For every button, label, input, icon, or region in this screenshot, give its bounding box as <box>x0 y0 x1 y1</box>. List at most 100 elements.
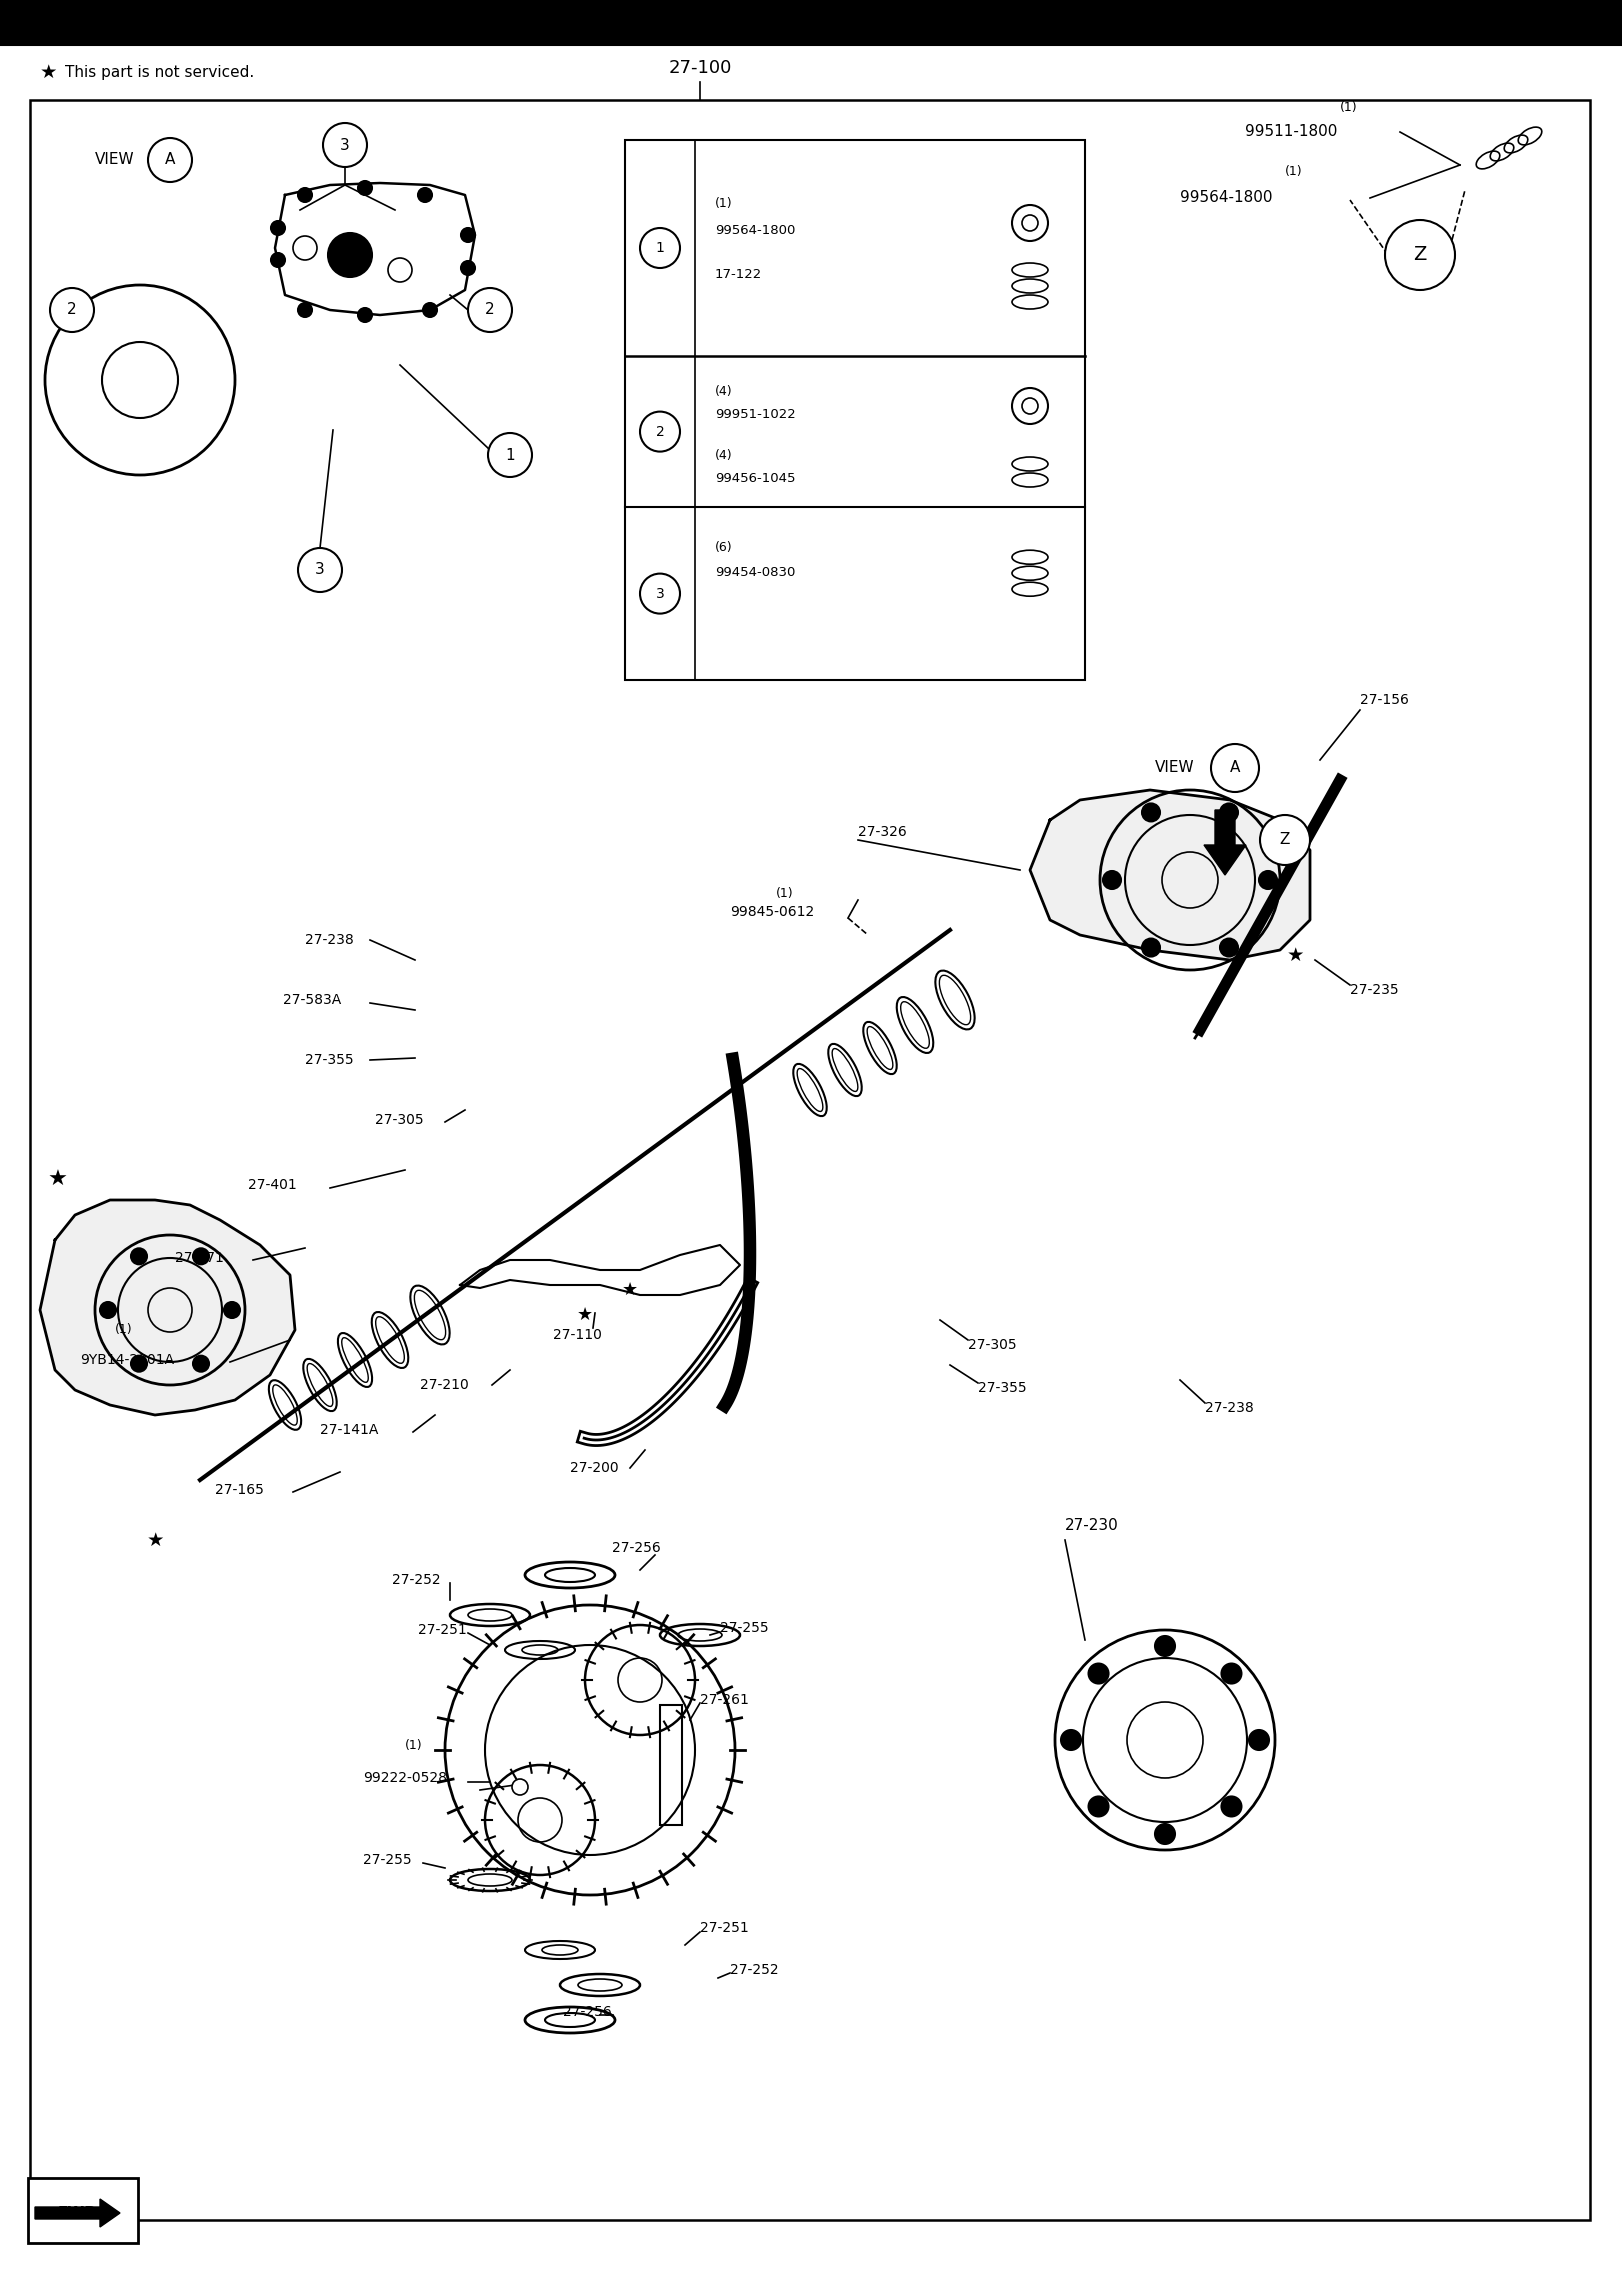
Text: 99951-1022: 99951-1022 <box>715 408 796 421</box>
Circle shape <box>1088 1663 1108 1683</box>
Text: 27-251: 27-251 <box>701 1920 749 1934</box>
Circle shape <box>131 1355 148 1371</box>
Text: 27-583A: 27-583A <box>282 993 341 1007</box>
Circle shape <box>298 549 342 592</box>
Text: 27-141A: 27-141A <box>320 1424 378 1437</box>
Circle shape <box>1155 1825 1174 1843</box>
Text: 2: 2 <box>655 424 665 440</box>
Circle shape <box>323 123 367 166</box>
Bar <box>28 2178 138 2244</box>
Text: (1): (1) <box>715 198 733 210</box>
Text: (4): (4) <box>715 385 733 396</box>
Text: 27-235: 27-235 <box>1350 984 1398 998</box>
Text: ★: ★ <box>41 62 57 82</box>
Text: 27-238: 27-238 <box>1205 1401 1254 1415</box>
Text: ★: ★ <box>1286 945 1304 964</box>
Circle shape <box>1221 1797 1241 1816</box>
Text: 1: 1 <box>504 446 514 462</box>
Text: 27-252: 27-252 <box>730 1964 779 1977</box>
Text: 1: 1 <box>655 241 665 255</box>
Bar <box>355 1494 1275 2064</box>
Text: 9YB14-2801A: 9YB14-2801A <box>79 1353 174 1367</box>
Circle shape <box>298 303 311 317</box>
Text: 27-165: 27-165 <box>216 1483 264 1497</box>
Text: (1): (1) <box>1340 103 1358 114</box>
Text: ★: ★ <box>49 1171 68 1189</box>
Circle shape <box>271 221 285 235</box>
Text: 27-355: 27-355 <box>978 1380 1027 1394</box>
Text: 27-171: 27-171 <box>175 1251 224 1264</box>
Circle shape <box>131 1248 148 1264</box>
Circle shape <box>193 1248 209 1264</box>
Text: 27-251: 27-251 <box>418 1622 467 1638</box>
Text: 27-305: 27-305 <box>375 1114 423 1128</box>
Text: (4): (4) <box>715 449 733 462</box>
Circle shape <box>1155 1636 1174 1656</box>
Circle shape <box>298 189 311 203</box>
Circle shape <box>1260 816 1311 866</box>
Text: ★: ★ <box>577 1305 594 1324</box>
Circle shape <box>148 139 191 182</box>
Text: 99845-0612: 99845-0612 <box>730 904 814 918</box>
Circle shape <box>45 285 235 476</box>
FancyArrow shape <box>36 2198 120 2228</box>
Circle shape <box>1220 939 1238 957</box>
Text: 27-326: 27-326 <box>858 825 907 838</box>
Circle shape <box>488 433 532 476</box>
Text: 27-210: 27-210 <box>420 1378 469 1392</box>
Text: (1): (1) <box>406 1738 423 1752</box>
Text: 27-305: 27-305 <box>968 1337 1017 1353</box>
Text: 99222-0528: 99222-0528 <box>363 1770 448 1786</box>
Circle shape <box>1220 804 1238 822</box>
Text: 27-100: 27-100 <box>668 59 732 77</box>
Text: A: A <box>1229 761 1241 775</box>
Text: 2: 2 <box>67 303 76 317</box>
Text: 27-256: 27-256 <box>563 2005 611 2018</box>
Circle shape <box>513 1779 529 1795</box>
Text: 3: 3 <box>315 563 324 579</box>
Bar <box>660 1704 681 1825</box>
Text: 27-156: 27-156 <box>1359 693 1410 706</box>
Circle shape <box>423 303 436 317</box>
Text: (6): (6) <box>715 540 733 554</box>
Text: (1): (1) <box>1285 166 1302 178</box>
FancyArrow shape <box>1204 811 1246 875</box>
Circle shape <box>1142 939 1160 957</box>
Circle shape <box>358 180 371 196</box>
Polygon shape <box>1030 790 1311 959</box>
Text: 27-401: 27-401 <box>248 1178 297 1191</box>
Text: 99511-1800: 99511-1800 <box>1246 125 1338 139</box>
Text: FWD: FWD <box>58 2205 97 2221</box>
Text: A: A <box>165 153 175 169</box>
Circle shape <box>1103 870 1121 888</box>
Text: 27-110: 27-110 <box>553 1328 602 1342</box>
Text: (1): (1) <box>775 886 793 900</box>
Circle shape <box>1249 1729 1268 1750</box>
Text: 99454-0830: 99454-0830 <box>715 565 795 579</box>
Circle shape <box>328 232 371 278</box>
Text: 27-256: 27-256 <box>611 1540 660 1556</box>
Text: 27-261: 27-261 <box>701 1693 749 1706</box>
Circle shape <box>271 253 285 267</box>
Text: VIEW: VIEW <box>96 153 135 169</box>
Bar <box>0 0 1622 46</box>
Circle shape <box>193 1355 209 1371</box>
Text: 27-355: 27-355 <box>305 1052 354 1066</box>
FancyBboxPatch shape <box>45 114 910 686</box>
Text: VIEW: VIEW <box>1155 761 1195 775</box>
Text: 99456-1045: 99456-1045 <box>715 472 795 485</box>
Text: 99564-1800: 99564-1800 <box>715 223 795 237</box>
Text: 2: 2 <box>485 303 495 317</box>
Text: This part is not serviced.: This part is not serviced. <box>65 64 255 80</box>
Text: 3: 3 <box>341 137 350 153</box>
Circle shape <box>1142 804 1160 822</box>
Circle shape <box>1212 745 1259 793</box>
Polygon shape <box>41 1201 295 1415</box>
Circle shape <box>469 287 513 333</box>
Circle shape <box>461 228 475 241</box>
Text: 99564-1800: 99564-1800 <box>1179 191 1273 205</box>
Text: 27-238: 27-238 <box>305 934 354 948</box>
Text: Z: Z <box>1413 246 1427 264</box>
Text: 27-200: 27-200 <box>569 1460 618 1474</box>
Text: 27-255: 27-255 <box>363 1852 412 1868</box>
